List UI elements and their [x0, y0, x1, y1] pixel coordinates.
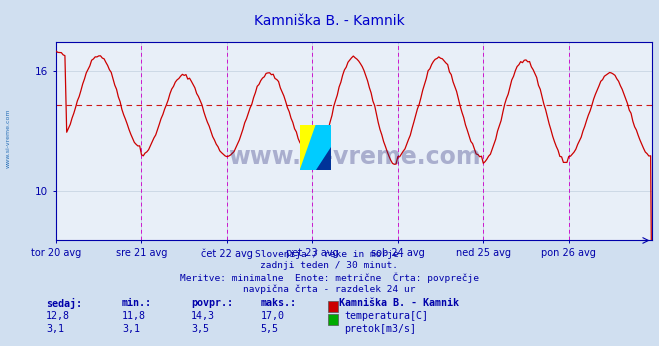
Text: zadnji teden / 30 minut.: zadnji teden / 30 minut. [260, 261, 399, 270]
Text: Kamniška B. - Kamnik: Kamniška B. - Kamnik [339, 298, 459, 308]
Text: 3,1: 3,1 [122, 324, 140, 334]
Text: Kamniška B. - Kamnik: Kamniška B. - Kamnik [254, 14, 405, 28]
Polygon shape [316, 147, 331, 170]
Text: maks.:: maks.: [260, 298, 297, 308]
Text: Slovenija / reke in morje.: Slovenija / reke in morje. [255, 250, 404, 259]
Text: navpična črta - razdelek 24 ur: navpična črta - razdelek 24 ur [243, 284, 416, 293]
Text: 14,3: 14,3 [191, 311, 215, 321]
Text: www.si-vreme.com: www.si-vreme.com [5, 109, 11, 168]
Text: 3,1: 3,1 [46, 324, 64, 334]
Polygon shape [300, 125, 316, 170]
Text: www.si-vreme.com: www.si-vreme.com [228, 145, 480, 169]
Text: 12,8: 12,8 [46, 311, 70, 321]
Text: povpr.:: povpr.: [191, 298, 233, 308]
Polygon shape [300, 125, 331, 170]
Text: temperatura[C]: temperatura[C] [344, 311, 428, 321]
Text: 17,0: 17,0 [260, 311, 284, 321]
Text: min.:: min.: [122, 298, 152, 308]
Text: 3,5: 3,5 [191, 324, 209, 334]
Text: 5,5: 5,5 [260, 324, 278, 334]
Text: Meritve: minimalne  Enote: metrične  Črta: povprečje: Meritve: minimalne Enote: metrične Črta:… [180, 273, 479, 283]
Text: sedaj:: sedaj: [46, 298, 82, 309]
Text: pretok[m3/s]: pretok[m3/s] [344, 324, 416, 334]
Text: 11,8: 11,8 [122, 311, 146, 321]
